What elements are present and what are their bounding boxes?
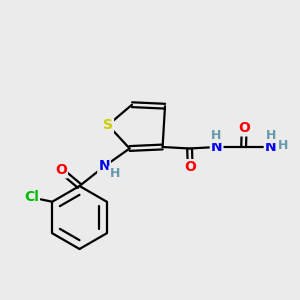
Text: H: H [211,129,221,142]
Text: N: N [211,140,222,154]
Text: S: S [103,118,113,132]
Text: N: N [265,140,276,154]
Text: O: O [55,164,67,177]
Text: Cl: Cl [24,190,39,204]
Text: H: H [266,129,276,142]
Text: H: H [110,167,120,180]
Text: H: H [278,139,288,152]
Text: O: O [184,160,196,174]
Text: N: N [98,160,110,173]
Text: O: O [238,122,250,135]
